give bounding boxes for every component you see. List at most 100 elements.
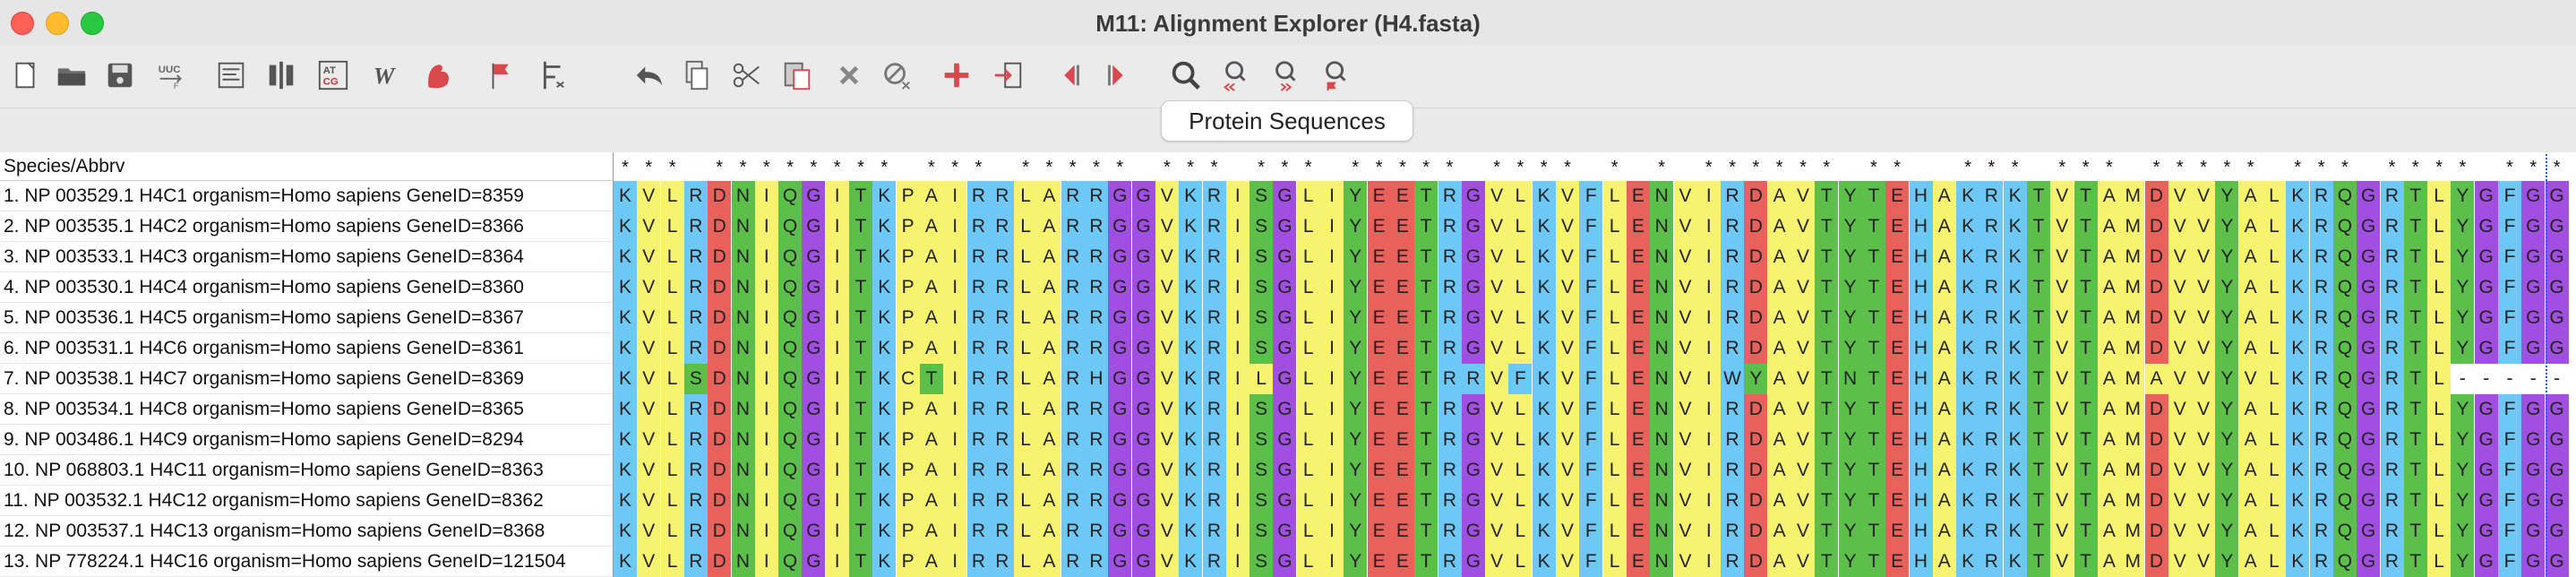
residue-cell[interactable]: T bbox=[2403, 272, 2427, 303]
residue-cell[interactable]: R bbox=[1979, 272, 2004, 303]
residue-cell[interactable]: V bbox=[2050, 547, 2074, 577]
residue-cell[interactable]: E bbox=[1390, 455, 1414, 486]
residue-cell[interactable]: G bbox=[2521, 242, 2546, 272]
residue-cell[interactable]: G bbox=[2474, 242, 2498, 272]
residue-cell[interactable]: G bbox=[1273, 242, 1297, 272]
residue-cell[interactable]: L bbox=[1296, 303, 1320, 333]
residue-cell[interactable]: V bbox=[2168, 303, 2192, 333]
residue-cell[interactable]: E bbox=[1626, 425, 1650, 455]
residue-cell[interactable]: R bbox=[2380, 547, 2404, 577]
residue-cell[interactable]: M bbox=[2121, 547, 2145, 577]
residue-cell[interactable]: A bbox=[2238, 516, 2263, 547]
residue-cell[interactable]: Q bbox=[778, 211, 803, 242]
residue-cell[interactable]: I bbox=[1320, 272, 1344, 303]
residue-cell[interactable]: L bbox=[1296, 425, 1320, 455]
residue-cell[interactable]: A bbox=[2144, 364, 2168, 394]
residue-cell[interactable]: T bbox=[1861, 364, 1885, 394]
residue-cell[interactable]: Q bbox=[2332, 303, 2357, 333]
residue-cell[interactable]: R bbox=[1202, 181, 1226, 211]
residue-cell[interactable]: I bbox=[1320, 425, 1344, 455]
atcg-icon[interactable]: AT CG bbox=[313, 56, 353, 95]
residue-cell[interactable]: Y bbox=[2215, 364, 2239, 394]
import-icon[interactable] bbox=[989, 56, 1028, 95]
residue-cell[interactable]: G bbox=[1461, 547, 1485, 577]
residue-cell[interactable]: P bbox=[896, 455, 920, 486]
residue-cell[interactable]: T bbox=[1861, 303, 1885, 333]
residue-cell[interactable]: V bbox=[2050, 455, 2074, 486]
residue-cell[interactable]: T bbox=[849, 211, 872, 242]
residue-cell[interactable]: L bbox=[2263, 547, 2286, 577]
residue-cell[interactable]: H bbox=[1909, 333, 1933, 364]
residue-cell[interactable]: K bbox=[1956, 425, 1980, 455]
residue-cell[interactable]: P bbox=[896, 486, 920, 516]
residue-cell[interactable]: G bbox=[802, 394, 826, 425]
residue-cell[interactable]: T bbox=[1861, 516, 1885, 547]
residue-cell[interactable]: A bbox=[2238, 455, 2263, 486]
residue-cell[interactable]: D bbox=[2144, 455, 2168, 486]
residue-cell[interactable]: R bbox=[2309, 333, 2333, 364]
residue-cell[interactable]: I bbox=[754, 333, 778, 364]
residue-cell[interactable]: K bbox=[614, 181, 637, 211]
flag-icon[interactable] bbox=[482, 56, 521, 95]
residue-cell[interactable]: I bbox=[943, 486, 967, 516]
residue-cell[interactable]: Q bbox=[2332, 364, 2357, 394]
paste-icon[interactable] bbox=[777, 56, 817, 95]
residue-cell[interactable]: G bbox=[1461, 242, 1485, 272]
residue-cell[interactable]: A bbox=[1767, 242, 1791, 272]
residue-cell[interactable]: R bbox=[1438, 394, 1462, 425]
residue-cell[interactable]: T bbox=[2027, 272, 2050, 303]
residue-cell[interactable]: R bbox=[1438, 181, 1462, 211]
residue-cell[interactable]: K bbox=[1532, 181, 1556, 211]
residue-cell[interactable]: K bbox=[2003, 333, 2027, 364]
residue-cell[interactable]: L bbox=[2427, 242, 2451, 272]
residue-cell[interactable]: K bbox=[1956, 242, 1980, 272]
residue-cell[interactable]: K bbox=[872, 455, 897, 486]
residue-cell[interactable]: K bbox=[1532, 394, 1556, 425]
residue-cell[interactable]: E bbox=[1626, 547, 1650, 577]
residue-cell[interactable]: A bbox=[1037, 303, 1061, 333]
residue-cell[interactable]: L bbox=[2427, 211, 2451, 242]
residue-cell[interactable]: K bbox=[872, 516, 897, 547]
minimize-window-button[interactable] bbox=[46, 12, 69, 35]
residue-cell[interactable]: R bbox=[1979, 211, 2004, 242]
residue-cell[interactable]: D bbox=[2144, 303, 2168, 333]
residue-cell[interactable]: I bbox=[943, 547, 967, 577]
residue-cell[interactable]: I bbox=[754, 211, 778, 242]
residue-cell[interactable]: T bbox=[919, 364, 943, 394]
residue-cell[interactable]: K bbox=[2286, 455, 2310, 486]
residue-cell[interactable]: A bbox=[2238, 486, 2263, 516]
residue-cell[interactable]: I bbox=[943, 272, 967, 303]
residue-cell[interactable]: Q bbox=[778, 333, 803, 364]
residue-cell[interactable]: G bbox=[1273, 547, 1297, 577]
residue-cell[interactable]: K bbox=[614, 486, 637, 516]
residue-cell[interactable]: R bbox=[1060, 516, 1085, 547]
residue-cell[interactable]: E bbox=[1885, 333, 1910, 364]
residue-cell[interactable]: G bbox=[1131, 486, 1155, 516]
residue-cell[interactable]: L bbox=[2427, 272, 2451, 303]
residue-cell[interactable]: T bbox=[1861, 242, 1885, 272]
residue-cell[interactable]: K bbox=[2286, 272, 2310, 303]
residue-cell[interactable]: L bbox=[1508, 303, 1533, 333]
residue-cell[interactable]: Y bbox=[1344, 181, 1368, 211]
residue-cell[interactable]: G bbox=[1108, 272, 1132, 303]
residue-cell[interactable]: H bbox=[1909, 181, 1933, 211]
residue-cell[interactable]: G bbox=[1461, 272, 1485, 303]
residue-cell[interactable]: A bbox=[1932, 181, 1956, 211]
residue-cell[interactable]: I bbox=[1696, 455, 1721, 486]
residue-cell[interactable]: R bbox=[1979, 303, 2004, 333]
residue-cell[interactable]: R bbox=[1438, 516, 1462, 547]
residue-cell[interactable]: V bbox=[1556, 455, 1579, 486]
residue-cell[interactable]: T bbox=[1414, 242, 1438, 272]
residue-cell[interactable]: L bbox=[1296, 211, 1320, 242]
residue-cell[interactable]: E bbox=[1626, 242, 1650, 272]
residue-cell[interactable]: R bbox=[683, 516, 708, 547]
residue-cell[interactable]: T bbox=[2074, 455, 2098, 486]
residue-cell[interactable]: G bbox=[2521, 455, 2546, 486]
residue-cell[interactable]: R bbox=[990, 242, 1014, 272]
residue-cell[interactable]: A bbox=[1932, 242, 1956, 272]
residue-cell[interactable]: T bbox=[2027, 455, 2050, 486]
residue-cell[interactable]: I bbox=[1696, 242, 1721, 272]
residue-cell[interactable]: D bbox=[708, 455, 732, 486]
residue-cell[interactable]: R bbox=[2380, 455, 2404, 486]
residue-cell[interactable]: K bbox=[1532, 486, 1556, 516]
